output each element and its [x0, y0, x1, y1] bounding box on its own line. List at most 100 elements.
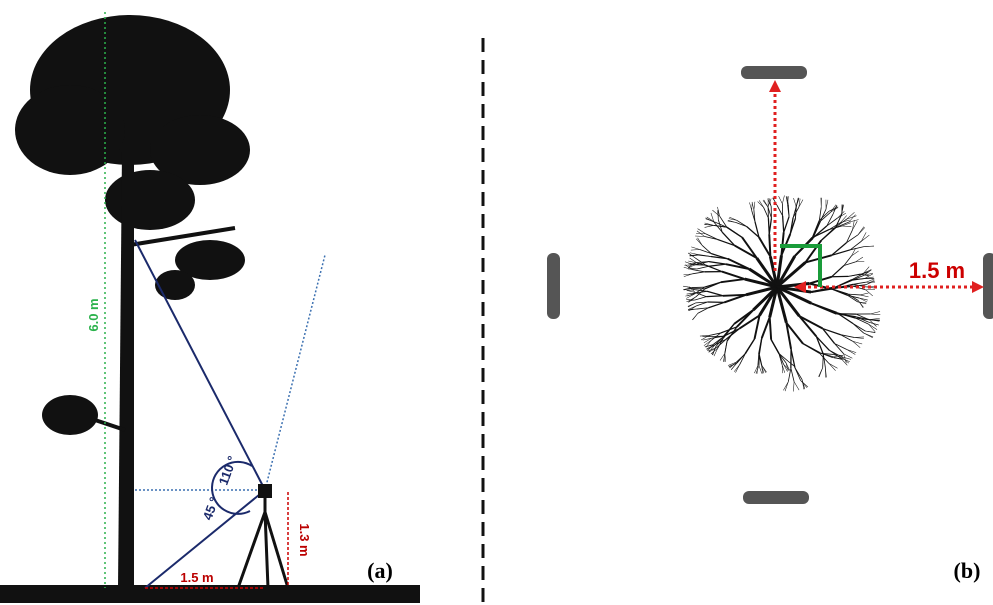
branch: [692, 272, 704, 274]
branch: [834, 343, 846, 349]
scanner-height: 1.3 m: [297, 523, 312, 556]
branch: [827, 218, 838, 226]
branch: [763, 200, 768, 207]
branch: [754, 202, 755, 210]
branch: [865, 331, 875, 332]
branch: [858, 227, 865, 234]
branch: [762, 317, 770, 338]
branch: [727, 227, 742, 237]
branch: [779, 196, 783, 204]
scanner: [258, 484, 272, 498]
branch: [819, 368, 823, 377]
branch: [853, 324, 865, 331]
branch: [794, 198, 797, 206]
branch: [759, 366, 762, 374]
branch: [823, 354, 825, 368]
branch: [827, 214, 833, 226]
branch: [860, 293, 868, 295]
branch: [697, 266, 709, 269]
branch: [698, 229, 706, 234]
branch: [684, 267, 693, 269]
branch: [864, 246, 874, 247]
branch: [829, 350, 841, 356]
branch: [692, 270, 704, 272]
branch: [691, 250, 700, 251]
branch: [794, 382, 799, 391]
distance-label: 1.5 m: [909, 258, 965, 283]
branch: [752, 202, 754, 210]
branch: [725, 353, 726, 362]
branch: [859, 298, 867, 302]
arrow-head: [769, 80, 781, 92]
branch: [708, 302, 724, 307]
branch: [795, 368, 801, 381]
axis-line: [265, 255, 325, 490]
branch: [691, 247, 699, 250]
branch: [722, 272, 745, 279]
branch: [861, 232, 866, 241]
branch: [832, 289, 848, 294]
branch: [816, 336, 829, 350]
branch: [696, 239, 702, 246]
height-label: 6.0 m: [86, 298, 101, 331]
branch: [864, 333, 873, 338]
branch: [826, 200, 828, 209]
branch: [721, 279, 745, 282]
branch: [853, 282, 866, 284]
branch: [690, 253, 699, 255]
branch: [705, 236, 718, 239]
caption-b: (b): [954, 558, 981, 583]
branch: [770, 317, 771, 339]
branch: [705, 225, 714, 227]
caption-a: (a): [367, 558, 393, 583]
branch: [782, 195, 784, 203]
branch: [709, 264, 726, 266]
tilt-angle: 45 °: [200, 495, 222, 522]
panel-b: 1.5 m (b): [547, 66, 993, 583]
branch: [829, 363, 838, 368]
branch: [771, 340, 779, 354]
branch: [820, 212, 830, 221]
branch: [861, 235, 869, 241]
branch: [692, 313, 698, 320]
branch: [859, 298, 867, 300]
branch: [832, 265, 844, 276]
branch: [870, 311, 880, 313]
branch: [704, 282, 721, 287]
branch: [768, 218, 769, 234]
tree-top-view: [683, 195, 880, 391]
branch: [842, 226, 852, 227]
diagram: 6.0 m 110 ° 45 ° 1.3 m 1.5 m (a) 1.5 m (…: [0, 0, 993, 605]
branch: [777, 205, 783, 216]
branch: [803, 344, 820, 353]
branch: [783, 216, 784, 233]
branch: [689, 306, 696, 311]
branch: [834, 343, 843, 353]
branch: [870, 318, 880, 319]
branch: [866, 290, 873, 296]
panel-a: 6.0 m 110 ° 45 ° 1.3 m 1.5 m (a): [0, 12, 420, 603]
tripod: [238, 498, 288, 588]
branch: [736, 354, 745, 363]
branch: [858, 301, 863, 308]
branch: [784, 217, 789, 233]
branch: [799, 316, 822, 328]
branch: [791, 368, 794, 381]
branch: [707, 291, 723, 295]
branch: [688, 303, 696, 306]
branch: [829, 363, 836, 370]
branch: [725, 341, 727, 353]
branch: [793, 382, 794, 392]
branch: [854, 337, 864, 338]
branch: [723, 295, 746, 296]
branch: [860, 295, 868, 297]
branch: [695, 297, 706, 300]
branch: [811, 303, 837, 312]
branch: [709, 262, 726, 265]
branch: [764, 207, 769, 218]
branch: [706, 296, 723, 297]
branch: [683, 286, 692, 287]
branch: [870, 314, 880, 315]
fov-angle: 110 °: [216, 454, 240, 487]
branch: [799, 316, 816, 336]
